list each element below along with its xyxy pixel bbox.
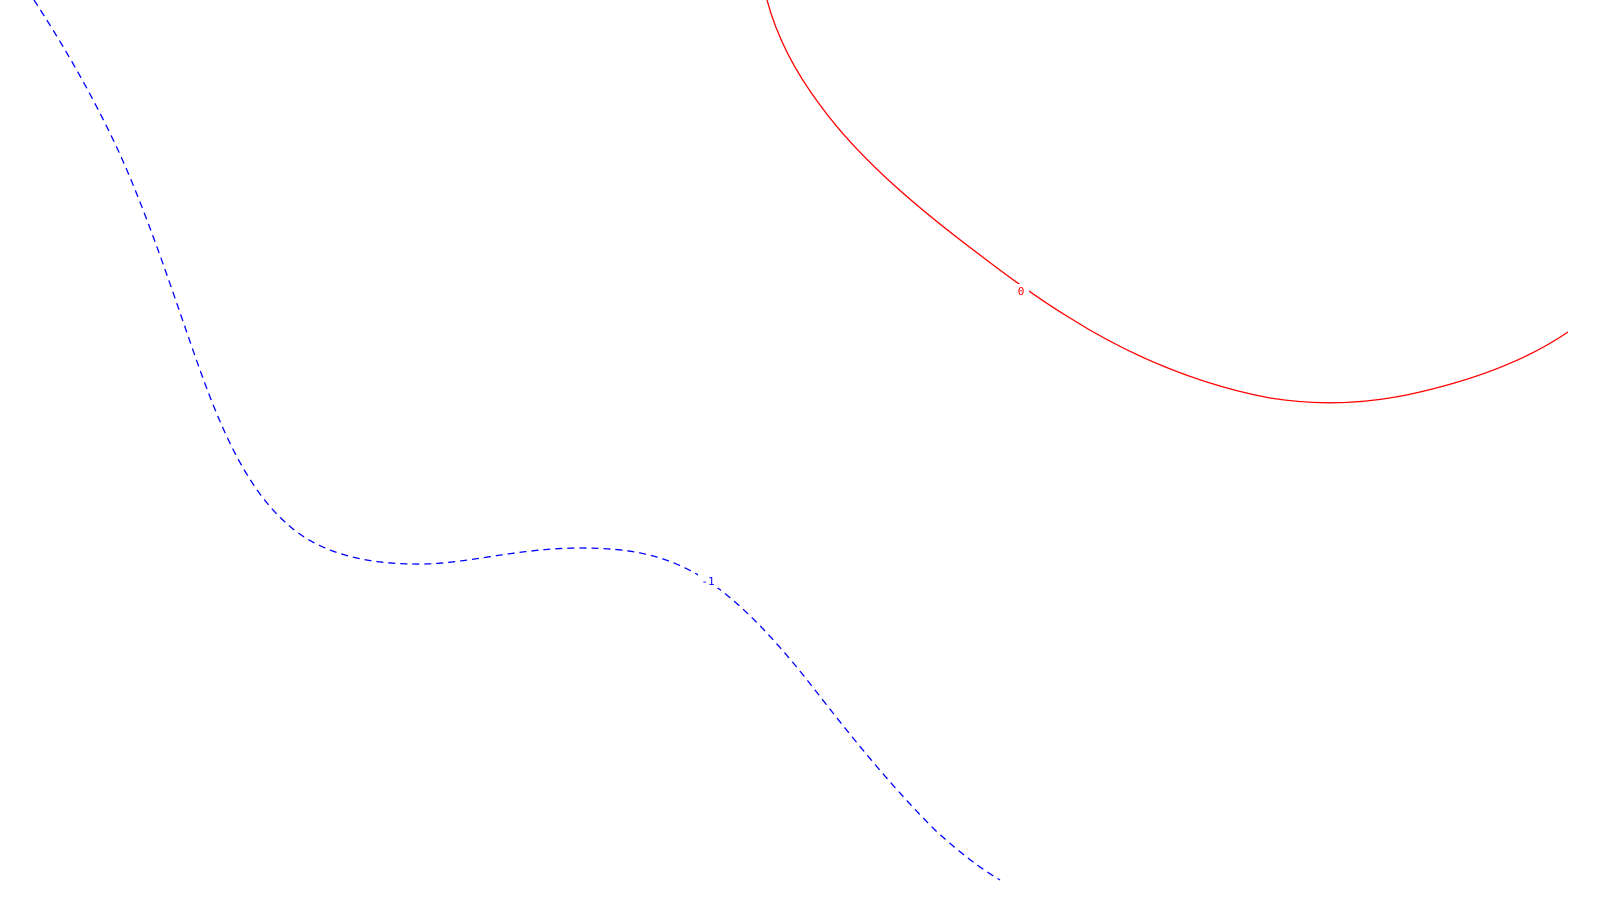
contour-zero: 0 [766, 0, 1569, 404]
contour-minus-one-line [33, 0, 1001, 881]
contour-zero-label: 0 [1018, 285, 1025, 298]
contour-minus-one: -1 [33, 0, 1001, 881]
contour-zero-line [766, 0, 1569, 404]
contour-minus-one-label: -1 [701, 575, 714, 588]
contour-minus-one-label-bg [698, 574, 718, 588]
contour-zero-label-bg [1013, 284, 1029, 298]
